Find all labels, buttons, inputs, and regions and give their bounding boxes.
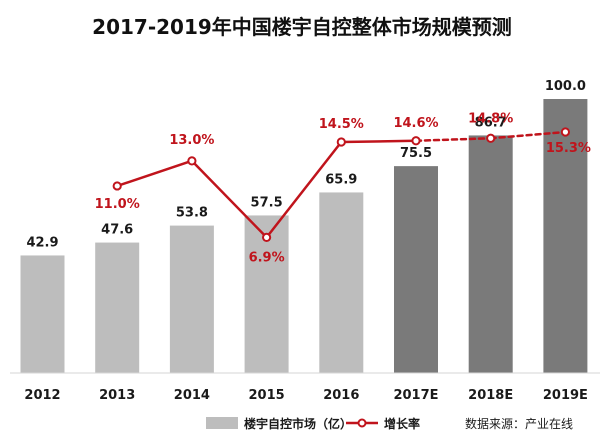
growth-segment-2018E-2019E (489, 130, 567, 140)
bar-2017E (394, 166, 438, 373)
growth-value-label-2017E: 14.6% (393, 116, 438, 131)
bar-value-label-2017E: 75.5 (400, 146, 432, 161)
growth-value-label-2015: 6.9% (249, 250, 285, 265)
legend-label-market: 楼宇自控市场（亿） (244, 416, 352, 431)
x-tick-label-2019E: 2019E (543, 388, 588, 403)
growth-value-label-2014: 13.0% (169, 133, 214, 148)
growth-point-2019E (560, 127, 571, 137)
growth-line-group: 11.0% 13.0% 6.9% 14.5% 14.6% 14.8% 15.3% (95, 111, 591, 265)
growth-point-2017E (411, 136, 421, 146)
bar-2019E (543, 99, 588, 373)
bar-value-label-2015: 57.5 (251, 195, 283, 210)
growth-segment-2014-2015 (190, 159, 268, 239)
source-note: 数据来源：产业在线 (465, 416, 573, 431)
x-tick-label-2013: 2013 (99, 388, 135, 403)
x-tick-label-2014: 2014 (174, 388, 210, 403)
bar-2012 (20, 255, 65, 373)
growth-point-2018E (486, 133, 496, 143)
legend: 楼宇自控市场（亿） 增长率 数据来源：产业在线 (206, 416, 573, 431)
x-tick-labels: 2012 2013 2014 2015 2016 2017E 2018E 2019E (24, 388, 588, 403)
legend-swatch-growth-marker (357, 418, 367, 428)
growth-value-label-2016: 14.5% (319, 117, 364, 132)
growth-value-label-2019E: 15.3% (546, 141, 591, 156)
bar-value-label-2012: 42.9 (26, 235, 58, 250)
bar-value-label-2014: 53.8 (176, 206, 208, 221)
bar-value-label-2018E: 86.7 (475, 115, 507, 130)
bar-2018E (468, 135, 513, 373)
growth-segment-2015-2016 (265, 140, 343, 239)
growth-value-label-2013: 11.0% (95, 197, 140, 212)
growth-point-2016 (336, 137, 346, 147)
bar-value-label-2019E: 100.0 (545, 79, 586, 94)
growth-point-2014 (187, 156, 197, 166)
x-tick-label-2018E: 2018E (468, 388, 513, 403)
bar-2014 (169, 225, 214, 373)
growth-segment-2013-2014 (115, 159, 194, 188)
bar-value-label-2016: 65.9 (325, 172, 357, 187)
bar-value-label-2013: 47.6 (101, 223, 133, 238)
legend-label-growth: 增长率 (384, 416, 420, 431)
x-tick-label-2016: 2016 (323, 388, 359, 403)
bar-2016 (319, 192, 364, 373)
bars-group: 42.9 47.6 53.8 57.5 65.9 75.5 86.7 100.0 (20, 79, 588, 373)
growth-segment-2016-2017E (340, 139, 418, 144)
x-tick-label-2017E: 2017E (393, 388, 438, 403)
growth-value-label-2018E: 14.8% (468, 111, 513, 126)
bar-2013 (95, 242, 140, 373)
x-tick-label-2015: 2015 (249, 388, 285, 403)
growth-point-2015 (262, 232, 272, 243)
growth-segment-2017E-2018E (414, 137, 492, 143)
chart-title: 2017-2019年中国楼宇自控整体市场规模预测 (92, 15, 512, 39)
growth-point-2013 (112, 181, 122, 191)
legend-swatch-market (206, 417, 238, 429)
x-tick-label-2012: 2012 (24, 388, 60, 403)
